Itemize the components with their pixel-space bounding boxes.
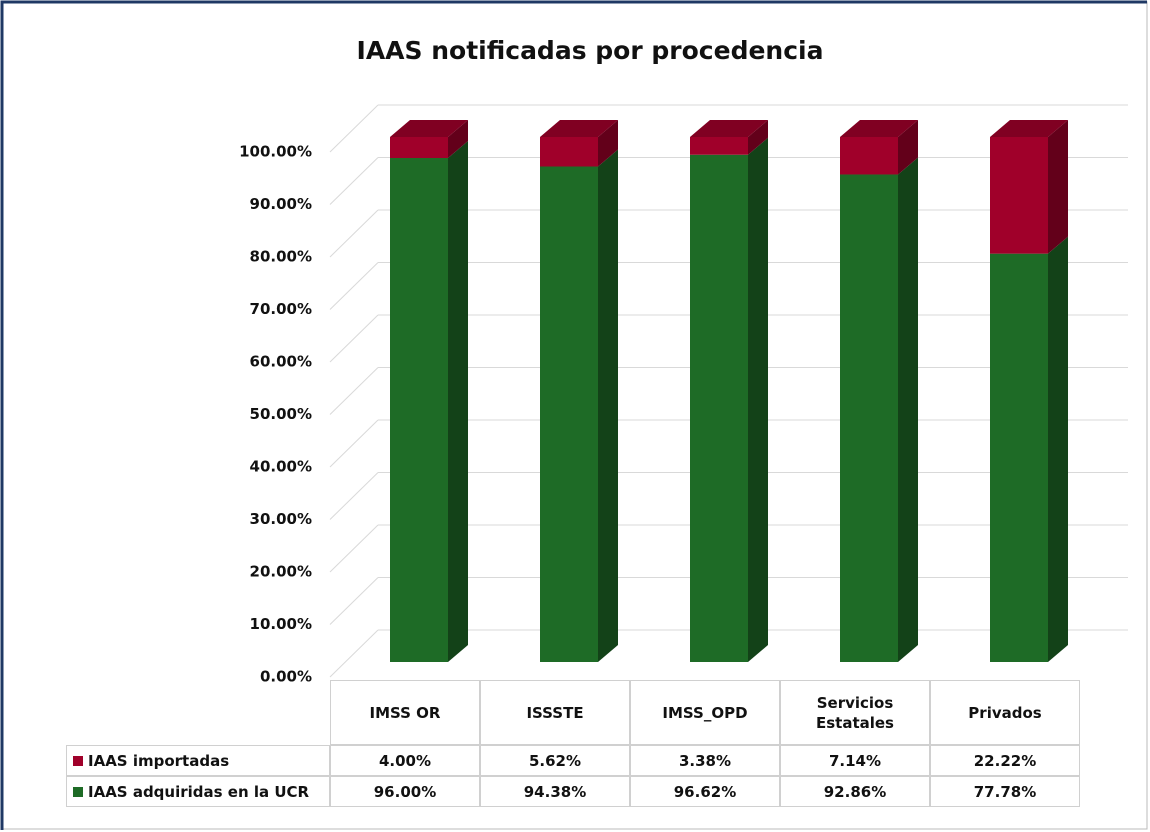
legend-swatch <box>73 786 83 797</box>
y-tick-label: 80.00% <box>250 248 312 266</box>
bar-front <box>990 253 1048 662</box>
y-tick-label: 20.00% <box>250 563 312 581</box>
bar-side <box>448 141 468 662</box>
y-tick-label: 0.00% <box>260 668 312 686</box>
category-label: Privados <box>930 680 1080 745</box>
bar-front <box>840 174 898 663</box>
table-value: 77.78% <box>930 776 1080 807</box>
bar-front <box>840 137 898 175</box>
y-tick-label: 50.00% <box>250 405 312 423</box>
category-label: IMSS OR <box>330 680 480 745</box>
category-label: Servicios Estatales <box>780 680 930 745</box>
y-tick-label: 90.00% <box>250 195 312 213</box>
grid-line-side <box>329 419 379 468</box>
bar-top <box>990 120 1068 137</box>
legend-entry: IAAS adquiridas en la UCR <box>66 776 330 807</box>
bar-side <box>1048 236 1068 662</box>
table-value: 3.38% <box>630 745 780 776</box>
grid-line-side <box>329 472 379 520</box>
bar-side <box>598 120 618 167</box>
legend-swatch <box>73 755 83 766</box>
grid-line-side <box>329 314 379 363</box>
grid-line-side <box>329 367 379 415</box>
legend-label: IAAS adquiridas en la UCR <box>88 782 310 801</box>
y-tick-label: 10.00% <box>250 615 312 633</box>
bar-side <box>748 120 768 155</box>
bar-front <box>540 137 598 167</box>
bar-side <box>898 157 918 663</box>
bar-front <box>990 137 1048 254</box>
y-tick-label: 30.00% <box>250 510 312 528</box>
grid-line-side <box>329 524 379 573</box>
bar-front <box>690 154 748 662</box>
table-value: 22.22% <box>930 745 1080 776</box>
bar-side <box>448 120 468 158</box>
bar-front <box>540 166 598 662</box>
bar-top <box>840 120 918 137</box>
table-value: 4.00% <box>330 745 480 776</box>
table-value: 5.62% <box>480 745 630 776</box>
category-label: IMSS_OPD <box>630 680 780 745</box>
y-tick-label: 70.00% <box>250 300 312 318</box>
bar-side <box>1048 120 1068 254</box>
y-tick-label: 60.00% <box>250 353 312 371</box>
bar-front <box>690 137 748 155</box>
bar-side <box>748 137 768 662</box>
y-tick-label: 100.00% <box>239 143 312 161</box>
table-value: 94.38% <box>480 776 630 807</box>
grid-line-side <box>329 104 379 153</box>
table-value: 96.00% <box>330 776 480 807</box>
legend-label: IAAS importadas <box>88 751 230 770</box>
grid-line-side <box>329 577 379 625</box>
bar-front <box>390 158 448 662</box>
table-value: 7.14% <box>780 745 930 776</box>
bar-side <box>898 120 918 175</box>
bar-top <box>390 120 468 137</box>
bar-top <box>690 120 768 137</box>
grid-line-side <box>329 262 379 310</box>
bar-top <box>540 120 618 137</box>
chart-title: IAAS notificadas por procedencia <box>357 36 824 65</box>
bar-side <box>598 149 618 662</box>
table-value: 92.86% <box>780 776 930 807</box>
grid-line-side <box>329 629 379 678</box>
table-value: 96.62% <box>630 776 780 807</box>
bar-front <box>390 137 448 158</box>
legend-entry: IAAS importadas <box>66 745 330 776</box>
grid-line-side <box>329 157 379 205</box>
category-label: ISSSTE <box>480 680 630 745</box>
y-tick-label: 40.00% <box>250 458 312 476</box>
grid-line-side <box>329 209 379 258</box>
